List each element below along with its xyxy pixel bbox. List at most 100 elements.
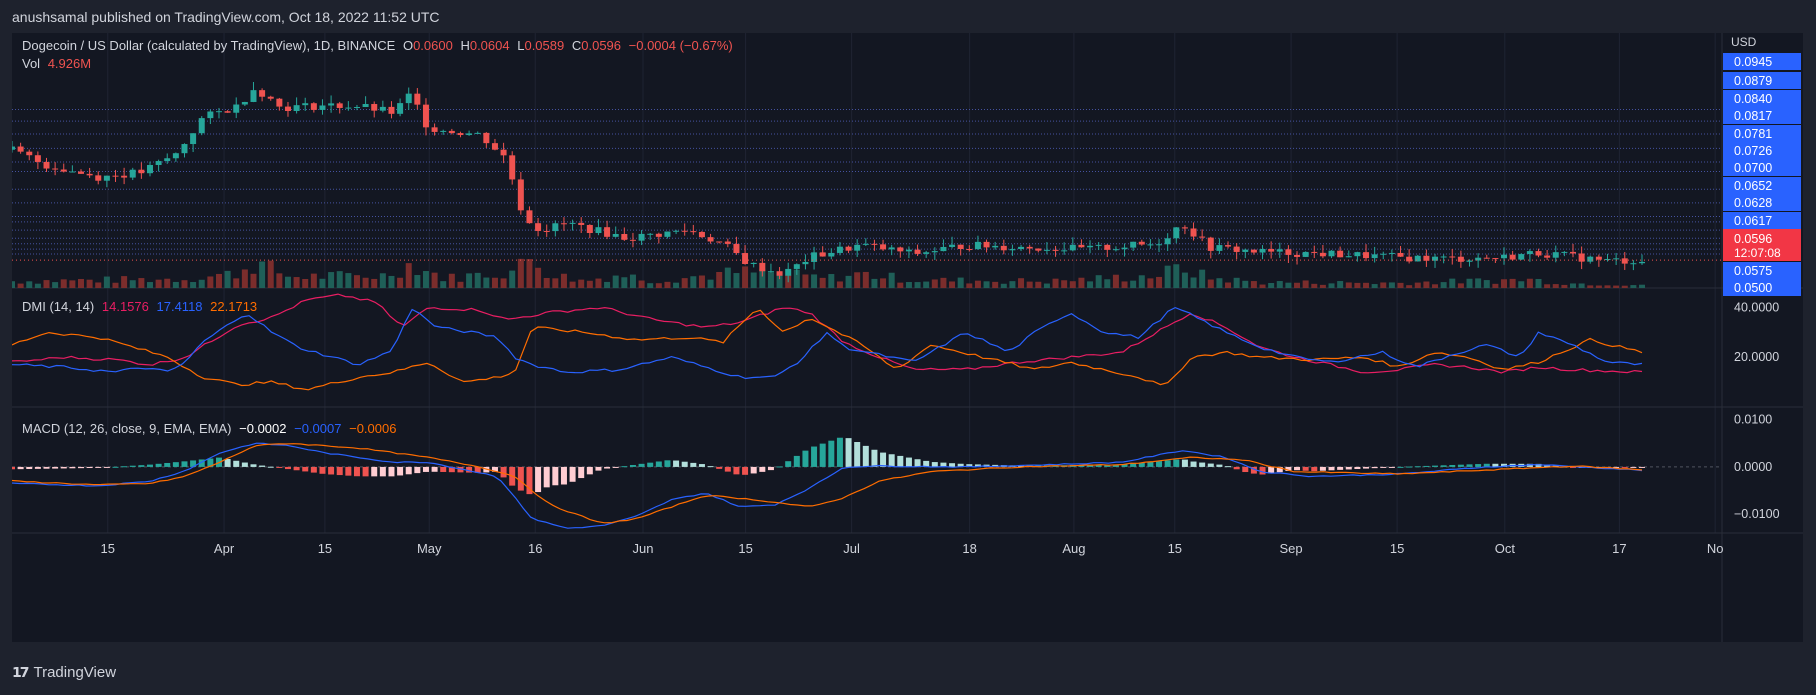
- macd-histogram-bar: [1078, 465, 1085, 467]
- volume-bar: [750, 272, 757, 288]
- volume-bar: [647, 283, 654, 288]
- price-axis-label: 0.0781: [1734, 127, 1772, 141]
- candle-body: [992, 245, 999, 248]
- candle-body: [767, 271, 774, 273]
- macd-histogram-bar: [1535, 463, 1542, 467]
- candle-body: [1043, 249, 1050, 251]
- candle-body: [276, 98, 283, 107]
- adx-value: 22.1713: [210, 299, 258, 314]
- candle-body: [845, 246, 852, 251]
- candle-body: [60, 169, 67, 172]
- macd-histogram-bar: [474, 466, 481, 473]
- volume-bar: [1414, 282, 1421, 288]
- price-level-tag: [1723, 72, 1801, 89]
- volume-bar: [146, 282, 153, 288]
- chart-svg[interactable]: USD 0.0945 0.0879 0.0840 0.0817 0.0781 0.0726 0…: [12, 33, 1803, 642]
- candle-body: [474, 132, 481, 134]
- volume-bar: [1061, 280, 1068, 288]
- time-axis-label: Aug: [1062, 541, 1085, 556]
- volume-bar: [1337, 281, 1344, 288]
- volume-bar: [1207, 279, 1214, 288]
- macd-histogram-bar: [586, 466, 593, 475]
- volume-bar: [1397, 282, 1404, 288]
- candle-body: [1104, 244, 1111, 250]
- volume-bar: [957, 277, 964, 288]
- macd-histogram-bar: [1225, 466, 1232, 468]
- candle-body: [388, 106, 395, 114]
- macd-histogram-bar: [302, 466, 309, 472]
- candle-body: [1207, 237, 1214, 251]
- open-label: O0.0600: [402, 38, 453, 53]
- candle-body: [293, 105, 300, 111]
- time-axis-label: 18: [962, 541, 976, 556]
- volume-bar: [1380, 282, 1387, 288]
- volume-bar: [923, 281, 930, 288]
- macd-histogram-bar: [1345, 466, 1352, 470]
- price-axis-label: 0.0500: [1734, 281, 1772, 295]
- volume-bar: [1388, 282, 1395, 288]
- low-value: 0.0589: [524, 38, 565, 53]
- volume-bar: [655, 283, 662, 288]
- candle-body: [707, 237, 714, 242]
- volume-bar: [1294, 282, 1301, 288]
- volume-bar: [621, 277, 628, 288]
- volume-bar: [190, 282, 197, 288]
- volume-bar: [164, 278, 171, 288]
- macd-histogram-bar: [1483, 463, 1490, 467]
- time-axis-label: No: [1707, 541, 1724, 556]
- candle-body: [1181, 227, 1188, 229]
- macd-histogram-bar: [1544, 464, 1551, 467]
- volume-bar: [103, 276, 110, 288]
- candle-body: [371, 104, 378, 111]
- volume-bar: [1371, 284, 1378, 288]
- macd-histogram-bar: [1130, 463, 1137, 467]
- macd-histogram-bar: [284, 466, 291, 470]
- candle-body: [535, 223, 542, 231]
- volume-bar: [776, 271, 783, 288]
- macd-histogram-bar: [241, 462, 248, 467]
- candle-body: [198, 118, 205, 134]
- candle-body: [95, 175, 102, 181]
- macd-histogram-bar: [1363, 466, 1370, 469]
- candle-body: [1544, 255, 1551, 258]
- volume-bar: [1302, 280, 1309, 288]
- candle-body: [1121, 247, 1128, 250]
- chart-area[interactable]: USD 0.0945 0.0879 0.0840 0.0817 0.0781 0.0726 0…: [12, 33, 1803, 642]
- volume-bar: [172, 281, 179, 288]
- volume-bar: [1121, 281, 1128, 288]
- macd-histogram-bar: [1112, 464, 1119, 467]
- volume-bar: [1501, 279, 1508, 288]
- candle-body: [1587, 256, 1594, 262]
- volume-bar: [1216, 278, 1223, 288]
- volume-bar: [1225, 282, 1232, 288]
- dmi-legend: DMI (14, 14) 14.1576 17.4118 22.1713: [22, 299, 261, 314]
- candle-body: [552, 223, 559, 232]
- candle-body: [1423, 255, 1430, 261]
- volume-bar: [474, 272, 481, 288]
- plus-di-line: [12, 306, 1643, 380]
- candle-body: [862, 243, 869, 245]
- macd-histogram-bar: [146, 464, 153, 467]
- time-axis-label: Jul: [843, 541, 860, 556]
- volume-bar: [664, 281, 671, 288]
- volume-bar: [259, 261, 266, 288]
- volume-bar: [1104, 279, 1111, 288]
- volume-bar: [1190, 277, 1197, 288]
- time-axis-label: Apr: [214, 541, 235, 556]
- volume-bar: [914, 282, 921, 288]
- volume-bar: [905, 282, 912, 288]
- candle-body: [1190, 228, 1197, 237]
- macd-histogram-bar: [742, 466, 749, 475]
- volume-bar: [52, 282, 59, 288]
- macd-histogram-bar: [1371, 466, 1378, 469]
- macd-histogram-bar: [1449, 464, 1456, 467]
- volume-bar: [871, 278, 878, 288]
- macd-histogram-bar: [845, 438, 852, 467]
- candle-body: [164, 158, 171, 162]
- volume-bar: [578, 279, 585, 288]
- volume-bar: [1363, 282, 1370, 288]
- volume-bar: [1604, 285, 1611, 288]
- candle-body: [129, 169, 136, 178]
- countdown-label: 12:07:08: [1734, 246, 1781, 260]
- macd-histogram-bar: [138, 465, 145, 467]
